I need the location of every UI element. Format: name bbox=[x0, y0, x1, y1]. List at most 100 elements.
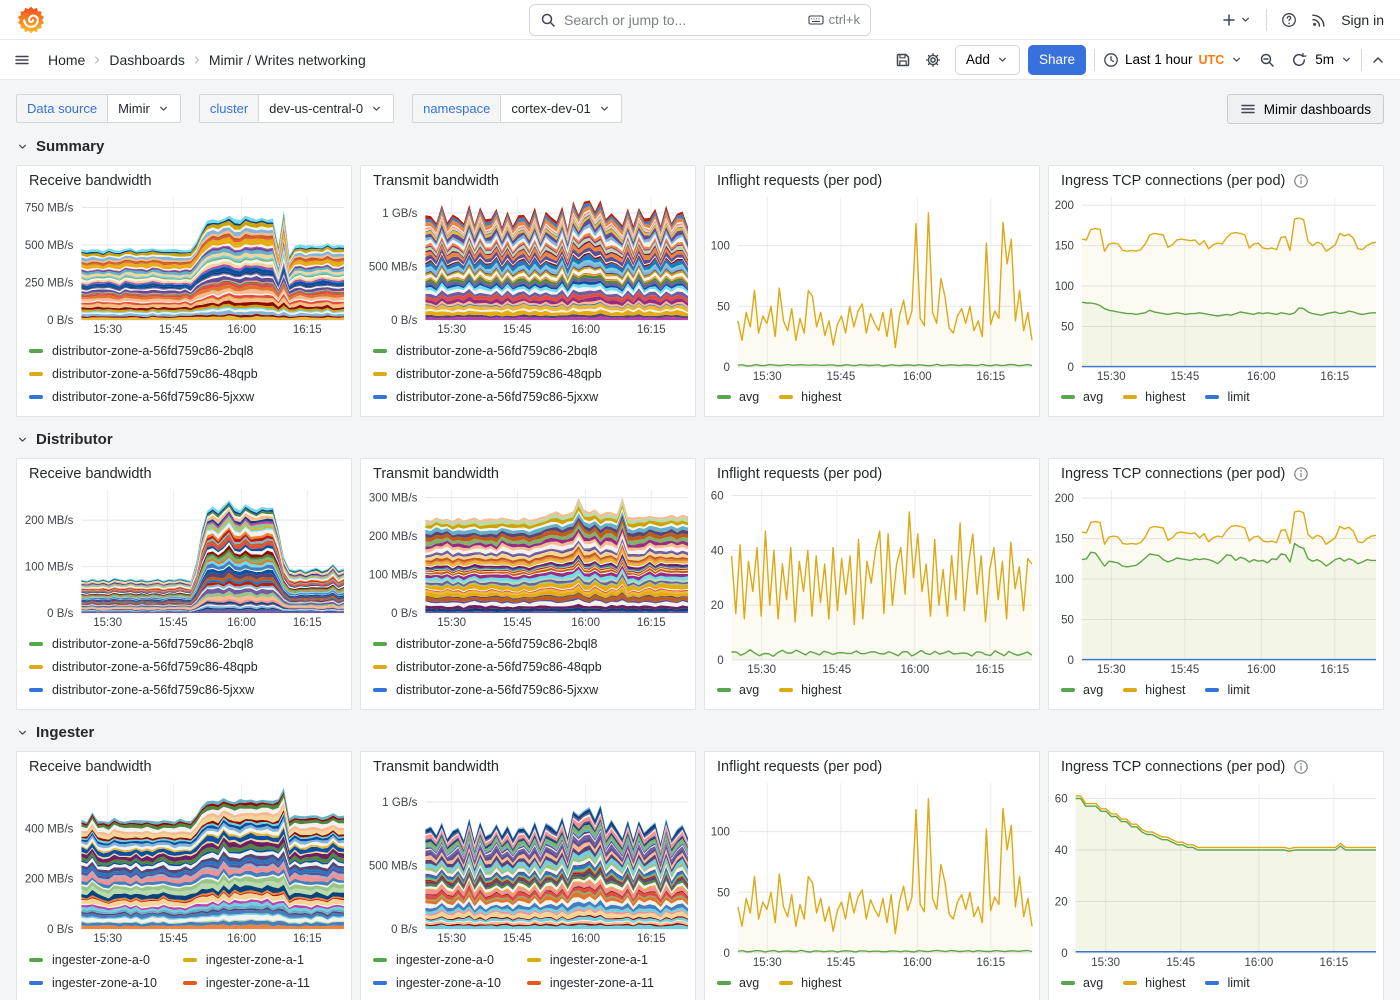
breadcrumb-item[interactable]: Home bbox=[48, 52, 85, 68]
legend-label[interactable]: highest bbox=[801, 976, 841, 990]
panel-legend: distributor-zone-a-56fd759c86-2bql8 distr… bbox=[17, 630, 351, 709]
legend-label[interactable]: avg bbox=[739, 683, 759, 697]
legend-label[interactable]: avg bbox=[739, 976, 759, 990]
legend-label[interactable]: ingester-zone-a-1 bbox=[206, 953, 304, 967]
legend-label[interactable]: highest bbox=[1145, 683, 1185, 697]
info-icon[interactable] bbox=[1293, 173, 1309, 189]
legend-label[interactable]: distributor-zone-a-56fd759c86-5jxxw bbox=[396, 390, 598, 404]
zoom-out-time-button[interactable] bbox=[1259, 52, 1275, 68]
chart-canvas[interactable]: 05010015020015:3015:4516:0016:15 bbox=[1049, 484, 1383, 677]
share-button[interactable]: Share bbox=[1028, 45, 1086, 75]
variable-value-dropdown[interactable]: cortex-dev-01 bbox=[500, 94, 621, 123]
panel-title[interactable]: Inflight requests (per pod) bbox=[717, 173, 882, 189]
time-range-picker[interactable]: Last 1 hour UTC bbox=[1103, 52, 1243, 68]
chart-canvas[interactable]: 0 B/s100 MB/s200 MB/s300 MB/s15:3015:451… bbox=[361, 484, 695, 630]
legend-label[interactable]: limit bbox=[1227, 683, 1249, 697]
panel-title[interactable]: Ingress TCP connections (per pod) bbox=[1061, 759, 1285, 775]
legend-label[interactable]: ingester-zone-a-11 bbox=[550, 976, 654, 990]
info-icon[interactable] bbox=[1293, 466, 1309, 482]
svg-text:0 B/s: 0 B/s bbox=[391, 608, 417, 620]
legend-label[interactable]: avg bbox=[1083, 390, 1103, 404]
panel-title[interactable]: Transmit bandwidth bbox=[373, 173, 499, 189]
chart-canvas[interactable]: 0 B/s250 MB/s500 MB/s750 MB/s15:3015:451… bbox=[17, 191, 351, 337]
variable-value-dropdown[interactable]: dev-us-central-0 bbox=[258, 94, 394, 123]
help-button[interactable] bbox=[1281, 12, 1297, 28]
legend-label[interactable]: limit bbox=[1227, 976, 1249, 990]
search-input[interactable]: Search or jump to... ctrl+k bbox=[529, 4, 871, 36]
legend-label[interactable]: distributor-zone-a-56fd759c86-2bql8 bbox=[396, 637, 598, 651]
legend-label[interactable]: distributor-zone-a-56fd759c86-2bql8 bbox=[52, 344, 254, 358]
save-dashboard-button[interactable] bbox=[895, 52, 911, 68]
panel-ingress-tcp-connections-per-pod-: Ingress TCP connections (per pod) 0501001… bbox=[1048, 165, 1384, 417]
grafana-logo-icon[interactable] bbox=[16, 5, 46, 35]
svg-text:16:00: 16:00 bbox=[1247, 371, 1276, 383]
panel-title[interactable]: Inflight requests (per pod) bbox=[717, 759, 882, 775]
refresh-button[interactable] bbox=[1291, 52, 1307, 68]
chart-canvas[interactable]: 0 B/s500 MB/s1 GB/s15:3015:4516:0016:15 bbox=[361, 191, 695, 337]
legend-label[interactable]: limit bbox=[1227, 390, 1249, 404]
panel-title[interactable]: Transmit bandwidth bbox=[373, 466, 499, 482]
chart-canvas[interactable]: 020406015:3015:4516:0016:15 bbox=[705, 484, 1039, 677]
hamburger-icon bbox=[14, 52, 30, 68]
panel-title[interactable]: Receive bandwidth bbox=[29, 759, 152, 775]
chart-canvas[interactable]: 020406015:3015:4516:0016:15 bbox=[1049, 777, 1383, 970]
chart-canvas[interactable]: 0 B/s100 MB/s200 MB/s15:3015:4516:0016:1… bbox=[17, 484, 351, 630]
mimir-dashboards-button[interactable]: Mimir dashboards bbox=[1227, 94, 1384, 124]
chart-canvas[interactable]: 05010015020015:3015:4516:0016:15 bbox=[1049, 191, 1383, 384]
legend-label[interactable]: ingester-zone-a-0 bbox=[396, 953, 494, 967]
news-button[interactable] bbox=[1311, 12, 1327, 28]
breadcrumb-item[interactable]: Dashboards bbox=[109, 52, 185, 68]
chart-canvas[interactable]: 05010015:3015:4516:0016:15 bbox=[705, 777, 1039, 970]
breadcrumb-item[interactable]: Mimir / Writes networking bbox=[209, 52, 366, 68]
legend-item: highest bbox=[1123, 972, 1185, 994]
legend-label[interactable]: distributor-zone-a-56fd759c86-48qpb bbox=[52, 660, 258, 674]
legend-label[interactable]: distributor-zone-a-56fd759c86-48qpb bbox=[396, 660, 602, 674]
legend-label[interactable]: avg bbox=[1083, 976, 1103, 990]
variable-data-source: Data sourceMimir bbox=[16, 94, 181, 123]
collapse-toolbar-button[interactable] bbox=[1370, 52, 1386, 68]
legend-label[interactable]: distributor-zone-a-56fd759c86-2bql8 bbox=[396, 344, 598, 358]
panel-title[interactable]: Ingress TCP connections (per pod) bbox=[1061, 466, 1285, 482]
panel-title[interactable]: Ingress TCP connections (per pod) bbox=[1061, 173, 1285, 189]
legend-label[interactable]: ingester-zone-a-1 bbox=[550, 953, 648, 967]
legend-label[interactable]: distributor-zone-a-56fd759c86-5jxxw bbox=[52, 683, 254, 697]
mega-menu-button[interactable] bbox=[14, 52, 30, 68]
panel-title[interactable]: Receive bandwidth bbox=[29, 466, 152, 482]
legend-label[interactable]: avg bbox=[1083, 683, 1103, 697]
legend-label[interactable]: distributor-zone-a-56fd759c86-5jxxw bbox=[396, 683, 598, 697]
sign-in-link[interactable]: Sign in bbox=[1341, 12, 1384, 28]
legend-label[interactable]: highest bbox=[1145, 390, 1185, 404]
variable-value-dropdown[interactable]: Mimir bbox=[107, 94, 181, 123]
section-header-distributor[interactable]: Distributor bbox=[16, 431, 1384, 448]
section-header-summary[interactable]: Summary bbox=[16, 138, 1384, 155]
legend-label[interactable]: ingester-zone-a-0 bbox=[52, 953, 150, 967]
chart-canvas[interactable]: 05010015:3015:4516:0016:15 bbox=[705, 191, 1039, 384]
panel-title[interactable]: Receive bandwidth bbox=[29, 173, 152, 189]
section-header-ingester[interactable]: Ingester bbox=[16, 724, 1384, 741]
panel-title[interactable]: Transmit bandwidth bbox=[373, 759, 499, 775]
panel-title[interactable]: Inflight requests (per pod) bbox=[717, 466, 882, 482]
legend-label[interactable]: avg bbox=[739, 390, 759, 404]
dashboard-settings-button[interactable] bbox=[925, 52, 941, 68]
chart-canvas[interactable]: 0 B/s200 MB/s400 MB/s15:3015:4516:0016:1… bbox=[17, 777, 351, 946]
info-icon[interactable] bbox=[1293, 759, 1309, 775]
add-panel-button[interactable]: Add bbox=[955, 45, 1020, 75]
legend-label[interactable]: highest bbox=[801, 683, 841, 697]
legend-label[interactable]: ingester-zone-a-11 bbox=[206, 976, 310, 990]
svg-text:40: 40 bbox=[711, 545, 724, 557]
refresh-interval-picker[interactable]: 5m bbox=[1315, 52, 1353, 67]
chart-canvas[interactable]: 0 B/s500 MB/s1 GB/s15:3015:4516:0016:15 bbox=[361, 777, 695, 946]
new-menu-button[interactable] bbox=[1221, 12, 1252, 28]
legend-label[interactable]: ingester-zone-a-10 bbox=[396, 976, 501, 990]
svg-text:15:45: 15:45 bbox=[1166, 957, 1195, 969]
legend-item: highest bbox=[1123, 386, 1185, 408]
legend-label[interactable]: distributor-zone-a-56fd759c86-48qpb bbox=[396, 367, 602, 381]
legend-label[interactable]: distributor-zone-a-56fd759c86-5jxxw bbox=[52, 390, 254, 404]
panel-inflight-requests-per-pod-: Inflight requests (per pod) 05010015:3015… bbox=[704, 165, 1040, 417]
legend-label[interactable]: distributor-zone-a-56fd759c86-2bql8 bbox=[52, 637, 254, 651]
legend-label[interactable]: ingester-zone-a-10 bbox=[52, 976, 157, 990]
legend-label[interactable]: distributor-zone-a-56fd759c86-48qpb bbox=[52, 367, 258, 381]
legend-label[interactable]: highest bbox=[801, 390, 841, 404]
variable-label: cluster bbox=[199, 94, 258, 123]
legend-label[interactable]: highest bbox=[1145, 976, 1185, 990]
